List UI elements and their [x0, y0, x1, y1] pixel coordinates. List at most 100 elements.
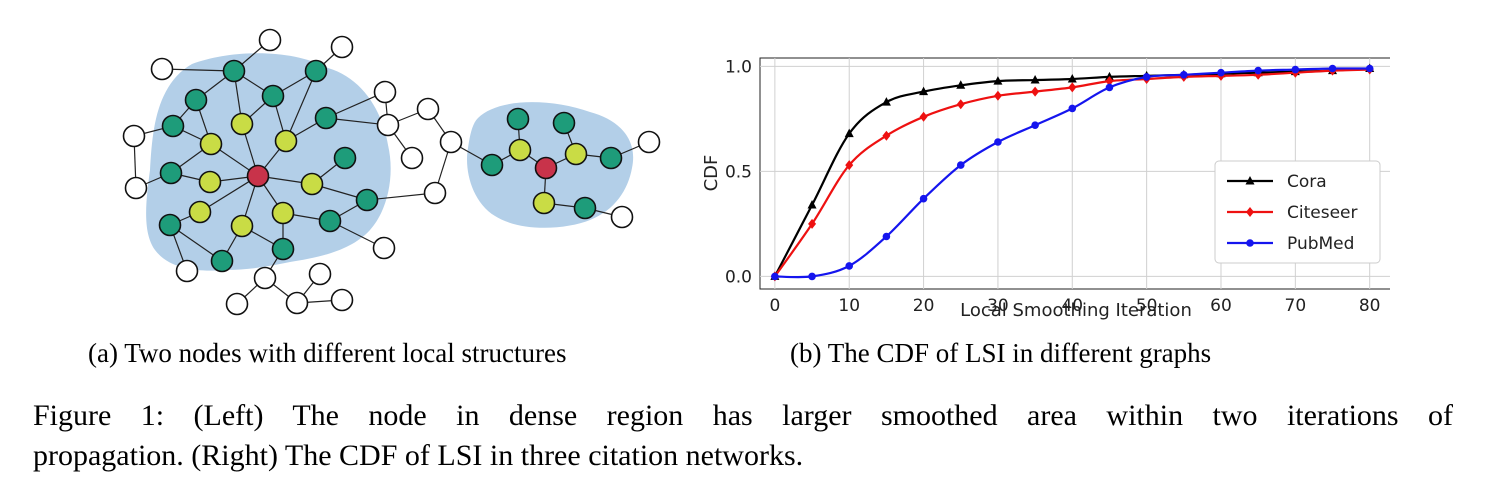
hop2-node	[230, 112, 254, 136]
outer-node	[253, 266, 277, 290]
subfigure-a-caption: (a) Two nodes with different local struc…	[88, 338, 567, 368]
data-point	[993, 90, 1002, 101]
y-tick-label: 1.0	[725, 57, 752, 77]
x-tick-label: 10	[838, 296, 860, 316]
outer-node	[637, 130, 661, 154]
hop1-node	[271, 237, 295, 261]
data-point	[808, 218, 817, 229]
x-tick-label: 80	[1359, 296, 1381, 316]
outer-node	[330, 288, 354, 312]
chart-legend: Cora Citeseer PubMed	[1214, 160, 1381, 264]
y-axis-label: CDF	[701, 155, 722, 192]
y-tick-label: 0.0	[725, 267, 752, 287]
hop2-node	[564, 142, 588, 166]
figure-caption: Figure 1: (Left) The node in dense regio…	[33, 396, 1453, 476]
hop1-node	[161, 114, 185, 138]
hop2-node	[532, 191, 556, 215]
network-illustration	[100, 20, 680, 320]
graph-nodes	[122, 28, 661, 316]
x-tick-label: 30	[987, 296, 1009, 316]
figure-caption-line-1: Figure 1: (Left) The node in dense regio…	[33, 399, 1453, 432]
outer-node	[400, 146, 424, 170]
data-point	[1105, 76, 1114, 87]
graph-edge	[366, 192, 436, 201]
hop1-node	[355, 188, 379, 212]
outer-node	[124, 176, 148, 200]
cdf-chart-svg: 0 10 20 30 40 50 60 70 80 0.0 0.5 1.0 Local Smoothi…	[701, 57, 1393, 321]
series-pubmed	[771, 64, 1374, 281]
x-tick-label: 0	[769, 296, 780, 316]
figure-caption-line-2: propagation. (Right) The CDF of LSI in t…	[33, 439, 804, 472]
data-point	[882, 130, 891, 141]
data-point	[1245, 176, 1255, 185]
legend-label: PubMed	[1287, 234, 1354, 254]
data-point	[882, 232, 891, 241]
center-node	[534, 156, 558, 180]
outer-node	[416, 97, 440, 121]
network-diagram	[122, 28, 661, 316]
hop1-node	[314, 106, 338, 130]
graph-edge	[199, 175, 259, 213]
outer-node	[308, 262, 332, 286]
data-point	[1105, 83, 1114, 92]
hop1-node	[184, 88, 208, 112]
outer-node	[439, 130, 463, 154]
outer-node	[423, 181, 447, 205]
data-point	[1217, 68, 1225, 77]
center-node	[246, 164, 270, 188]
data-point	[844, 128, 854, 138]
graph-edge	[161, 68, 235, 72]
hop2-node	[199, 132, 223, 156]
hop1-node	[158, 213, 182, 237]
legend-label: Cora	[1287, 172, 1327, 192]
outer-node	[122, 124, 146, 148]
graph-edge	[285, 70, 317, 142]
data-point	[1030, 75, 1040, 84]
data-point	[1068, 82, 1077, 93]
hop1-node	[552, 111, 576, 135]
outer-node	[285, 291, 309, 315]
outer-node	[258, 28, 282, 52]
outer-node	[175, 259, 199, 283]
outer-node	[373, 80, 397, 104]
hop1-node	[333, 146, 357, 170]
data-point	[1328, 64, 1337, 73]
data-point	[807, 200, 817, 209]
subfigure-b-caption: (b) The CDF of LSI in different graphs	[790, 338, 1212, 368]
hop1-node	[304, 59, 328, 83]
chart-ticks: 0 10 20 30 40 50 60 70 80 0.0 0.5 1.0	[725, 57, 1381, 316]
data-point	[808, 272, 816, 281]
data-point	[881, 97, 891, 106]
hop1-node	[480, 153, 504, 177]
data-point	[1031, 121, 1039, 129]
hop2-node	[508, 138, 532, 162]
x-tick-label: 70	[1285, 296, 1307, 316]
data-point	[1142, 73, 1151, 81]
x-tick-label: 40	[1061, 296, 1083, 316]
data-point	[919, 111, 928, 122]
outer-node	[372, 236, 396, 260]
data-point	[956, 80, 966, 89]
data-point	[1067, 74, 1077, 83]
hop2-node	[300, 172, 324, 196]
hop1-node	[222, 59, 246, 83]
outer-node	[150, 57, 174, 81]
hop1-node	[318, 209, 342, 233]
outer-node	[610, 205, 634, 229]
hop1-node	[599, 146, 623, 170]
hop2-node	[230, 214, 254, 238]
data-point	[845, 262, 854, 270]
x-axis-label: Local Smoothing Iteration	[960, 300, 1192, 321]
data-point	[1246, 207, 1254, 217]
data-point	[994, 138, 1002, 146]
data-point	[1180, 71, 1188, 79]
hop1-node	[506, 107, 530, 131]
y-tick-label: 0.5	[725, 162, 752, 182]
x-tick-label: 60	[1210, 296, 1232, 316]
data-point	[1291, 65, 1300, 74]
data-point	[919, 86, 929, 96]
hop2-node	[198, 170, 222, 194]
outer-node	[330, 35, 354, 59]
legend-label: Citeseer	[1287, 203, 1357, 223]
legend-box	[1214, 160, 1381, 264]
